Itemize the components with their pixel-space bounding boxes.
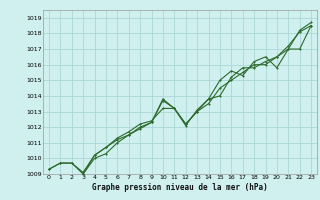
X-axis label: Graphe pression niveau de la mer (hPa): Graphe pression niveau de la mer (hPa) — [92, 183, 268, 192]
